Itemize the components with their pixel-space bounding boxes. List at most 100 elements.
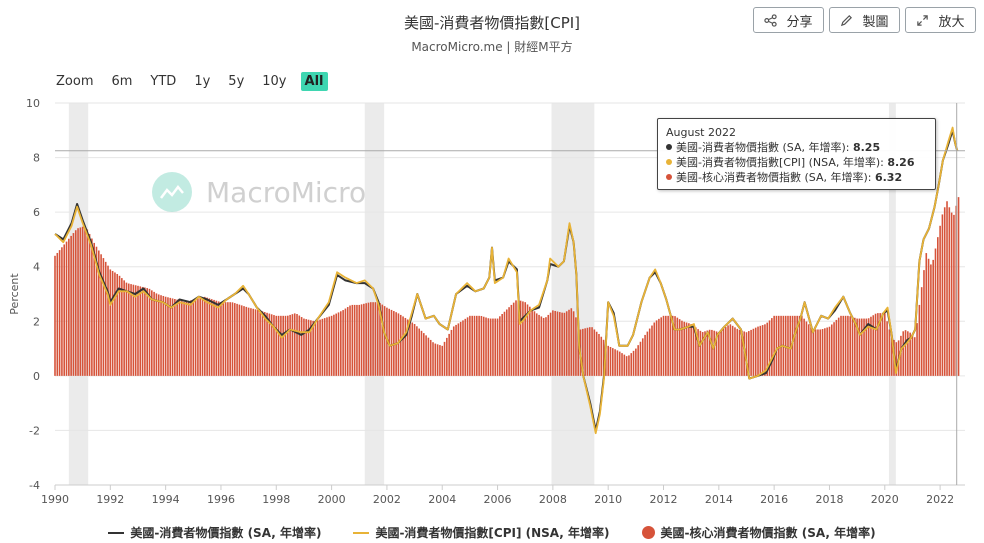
core-cpi-bar — [100, 254, 102, 376]
core-cpi-bar — [61, 247, 63, 376]
core-cpi-bar — [646, 331, 649, 376]
core-cpi-bar — [810, 327, 812, 376]
core-cpi-bar — [450, 329, 453, 376]
core-cpi-bar — [883, 313, 886, 376]
core-cpi-bar — [326, 317, 328, 376]
core-cpi-bar — [229, 302, 231, 376]
legend-item-cpi-sa[interactable]: 美國-消費者物價指數 (SA, 年增率) — [108, 524, 321, 541]
core-cpi-bar — [358, 304, 361, 376]
x-tick-label: 1992 — [96, 493, 124, 506]
core-cpi-bar — [593, 329, 596, 376]
tooltip-row-cpi-nsa: 美國-消費者物價指數[CPI] (NSA, 年增率): 8.26 — [666, 155, 927, 170]
core-cpi-bar — [953, 214, 955, 376]
core-cpi-bar — [501, 314, 503, 376]
core-cpi-bar — [381, 304, 384, 376]
core-cpi-bar — [508, 307, 510, 376]
core-cpi-bar — [865, 318, 868, 376]
core-cpi-bar — [376, 302, 379, 376]
tooltip-date: August 2022 — [666, 126, 736, 139]
core-cpi-bar — [406, 319, 409, 376]
core-cpi-bar — [422, 333, 425, 376]
core-cpi-bar — [768, 320, 771, 376]
x-tick-label: 2012 — [650, 493, 678, 506]
zoom-1y-button[interactable]: 1y — [194, 73, 211, 89]
core-cpi-bar — [704, 331, 706, 376]
tooltip-row-core: 美國-核心消費者物價指數 (SA, 年增率): 6.32 — [666, 170, 927, 185]
core-cpi-bar — [692, 325, 695, 376]
x-tick-label: 2018 — [815, 493, 843, 506]
core-cpi-bar — [662, 315, 665, 376]
core-cpi-bar — [190, 300, 192, 376]
core-cpi-bar — [183, 301, 185, 376]
x-tick-label: 1998 — [262, 493, 290, 506]
core-cpi-bar — [833, 322, 835, 376]
x-tick-label: 2006 — [484, 493, 512, 506]
core-cpi-bar — [386, 307, 388, 376]
core-cpi-bar — [397, 313, 400, 376]
core-cpi-bar — [621, 353, 623, 376]
core-cpi-bar — [540, 316, 543, 376]
core-cpi-bar — [937, 237, 939, 376]
core-cpi-bar — [556, 311, 559, 376]
core-cpi-bar — [676, 317, 679, 376]
core-cpi-bar — [446, 337, 448, 376]
core-cpi-bar — [854, 317, 856, 376]
core-cpi-bar — [552, 310, 554, 376]
core-cpi-bar — [747, 331, 750, 376]
core-cpi-bar — [455, 324, 457, 376]
core-cpi-bar — [907, 331, 909, 376]
series-dot-icon — [666, 159, 672, 165]
share-button[interactable]: 分享 — [753, 7, 824, 33]
core-cpi-bar — [918, 304, 921, 376]
core-cpi-bar — [602, 339, 605, 376]
core-cpi-bar — [683, 321, 686, 376]
core-cpi-bar — [549, 312, 552, 376]
core-cpi-bar — [512, 302, 515, 376]
zoom-10y-button[interactable]: 10y — [262, 73, 287, 89]
zoom-selector: Zoom 6m YTD 1y 5y 10y All — [56, 70, 338, 92]
core-cpi-bar — [160, 295, 162, 376]
core-cpi-bar — [305, 319, 308, 376]
core-cpi-bar — [178, 300, 181, 376]
core-cpi-bar — [517, 299, 520, 376]
core-cpi-bar — [118, 275, 121, 376]
core-cpi-bar — [349, 305, 351, 376]
core-cpi-bar — [130, 284, 132, 376]
zoom-5y-button[interactable]: 5y — [228, 73, 245, 89]
core-cpi-bar — [443, 341, 446, 376]
zoom-6m-button[interactable]: 6m — [111, 73, 133, 89]
core-cpi-bar — [575, 317, 577, 376]
core-cpi-bar — [319, 319, 321, 376]
zoom-ytd-button[interactable]: YTD — [150, 73, 177, 89]
core-cpi-bar — [287, 315, 289, 376]
core-cpi-bar — [623, 354, 626, 376]
core-cpi-bar — [761, 325, 764, 376]
legend-item-cpi-nsa[interactable]: 美國-消費者物價指數[CPI] (NSA, 年增率) — [353, 524, 610, 541]
core-cpi-bar — [77, 228, 79, 376]
core-cpi-bar — [877, 313, 879, 376]
core-cpi-bar — [565, 311, 568, 376]
zoom-all-button[interactable]: All — [300, 71, 328, 91]
tooltip: August 2022 美國-消費者物價指數 (SA, 年增率): 8.25 美… — [657, 118, 936, 190]
core-cpi-bar — [665, 315, 667, 376]
core-cpi-bar — [199, 297, 202, 376]
core-cpi-bar — [678, 319, 681, 376]
core-cpi-bar — [328, 316, 331, 376]
core-cpi-bar — [568, 309, 570, 376]
core-cpi-bar — [545, 317, 547, 376]
x-tick-label: 1990 — [41, 493, 69, 506]
core-cpi-bar — [510, 304, 513, 376]
core-cpi-bar — [252, 308, 255, 376]
core-cpi-bar — [365, 303, 367, 376]
core-cpi-bar — [586, 327, 589, 376]
legend-line-icon — [108, 531, 125, 534]
legend-item-core[interactable]: 美國-核心消費者物價指數 (SA, 年增率) — [641, 524, 876, 541]
core-cpi-bar — [141, 286, 144, 376]
core-cpi-bar — [533, 311, 536, 376]
core-cpi-bar — [116, 273, 119, 376]
draw-button[interactable]: 製圖 — [829, 7, 900, 33]
core-cpi-bar — [462, 320, 464, 376]
core-cpi-bar — [660, 317, 663, 376]
expand-button[interactable]: 放大 — [905, 7, 976, 33]
